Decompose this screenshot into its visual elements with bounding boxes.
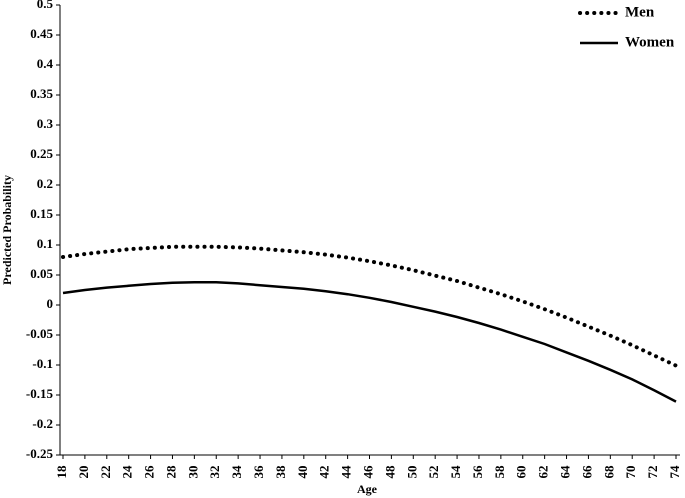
y-tick-label: -0.05 <box>26 326 54 341</box>
y-tick-label: 0.35 <box>30 86 53 101</box>
legend-label: Men <box>625 4 655 20</box>
x-tick-label: 44 <box>339 465 354 479</box>
y-tick-label: -0.2 <box>32 416 53 431</box>
series-line <box>61 244 678 368</box>
x-tick-label: 70 <box>623 466 638 479</box>
x-tick-label: 42 <box>317 466 332 479</box>
x-tick-label: 38 <box>273 465 288 479</box>
x-tick-label: 28 <box>163 465 178 479</box>
x-tick-label: 62 <box>536 466 551 479</box>
x-tick-label: 74 <box>667 465 682 479</box>
y-axis-label: Predicted Probability <box>0 175 14 285</box>
x-tick-label: 20 <box>76 466 91 479</box>
x-tick-label: 22 <box>98 466 113 479</box>
x-tick-label: 40 <box>295 466 310 479</box>
x-tick-label: 58 <box>492 465 507 479</box>
x-tick-label: 54 <box>448 465 463 479</box>
y-tick-label: -0.1 <box>32 356 53 371</box>
legend-label: Women <box>625 34 675 50</box>
y-tick-label: -0.25 <box>26 446 54 461</box>
y-tick-label: 0.2 <box>37 176 53 191</box>
y-tick-label: 0.25 <box>30 146 53 161</box>
x-tick-label: 34 <box>229 465 244 479</box>
x-tick-label: 56 <box>470 465 485 479</box>
x-tick-label: 24 <box>120 465 135 479</box>
series-line <box>62 280 677 403</box>
x-tick-label: 64 <box>558 465 573 479</box>
x-tick-label: 18 <box>54 465 69 479</box>
y-tick-label: 0.05 <box>30 266 53 281</box>
y-tick-label: 0.3 <box>37 116 54 131</box>
y-tick-label: 0.45 <box>30 26 53 41</box>
x-tick-label: 48 <box>382 465 397 479</box>
x-tick-label: 30 <box>185 466 200 479</box>
y-tick-label: 0.4 <box>37 56 54 71</box>
y-tick-label: 0 <box>47 296 54 311</box>
y-tick-label: -0.15 <box>26 386 54 401</box>
x-tick-label: 26 <box>142 465 157 479</box>
x-tick-label: 50 <box>404 466 419 479</box>
y-tick-label: 0.15 <box>30 206 53 221</box>
x-axis-label: Age <box>357 482 378 496</box>
y-tick-label: 0.1 <box>37 236 53 251</box>
x-tick-label: 32 <box>207 466 222 479</box>
x-tick-label: 68 <box>601 465 616 479</box>
x-tick-label: 66 <box>579 465 594 479</box>
x-tick-label: 52 <box>426 466 441 479</box>
x-tick-label: 46 <box>360 465 375 479</box>
y-tick-label: 0.5 <box>37 0 54 11</box>
x-tick-label: 36 <box>251 465 266 479</box>
x-tick-label: 60 <box>514 466 529 479</box>
x-tick-label: 72 <box>645 466 660 479</box>
